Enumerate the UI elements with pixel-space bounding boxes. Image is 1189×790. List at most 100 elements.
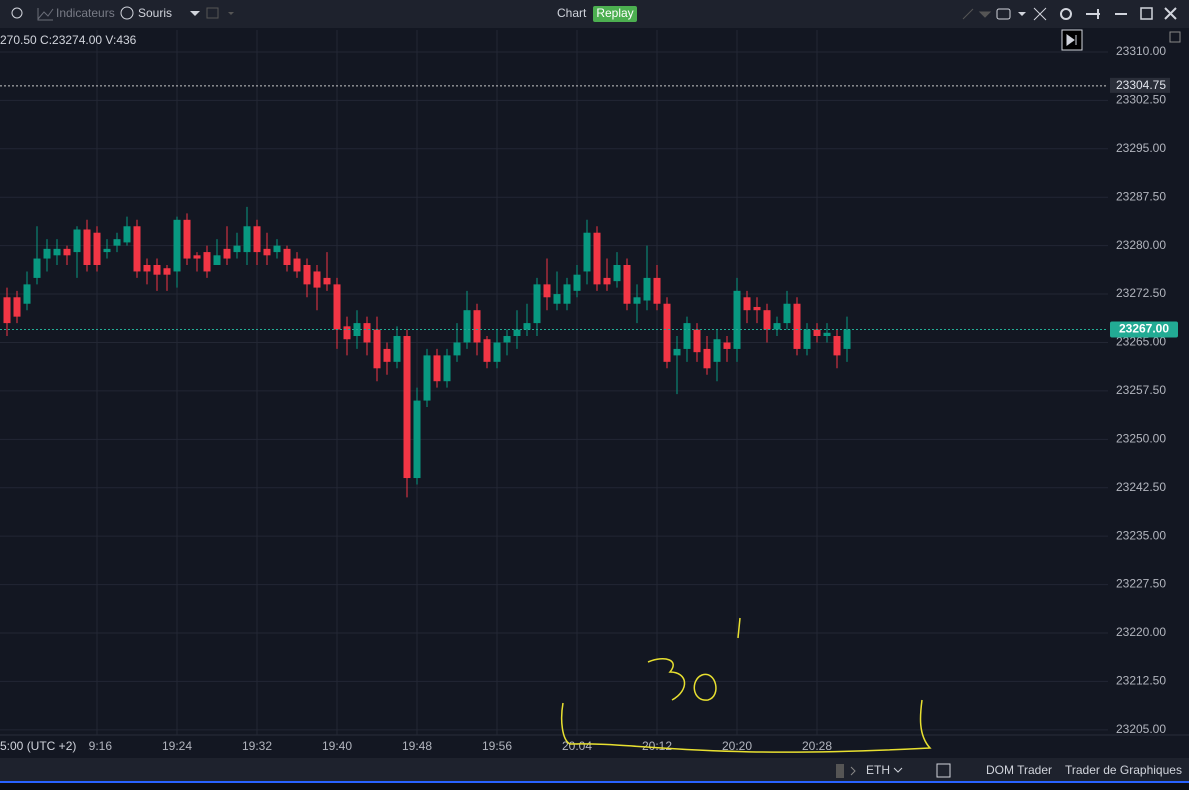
- chart-label: Chart: [557, 6, 587, 20]
- symbol-select[interactable]: ETH: [866, 763, 890, 777]
- candle-body: [113, 239, 121, 246]
- candle-body: [363, 323, 371, 343]
- candle-body: [653, 277, 661, 304]
- x-tick-label: 19:40: [322, 739, 352, 753]
- candle-body: [153, 265, 161, 275]
- candle-body: [193, 255, 201, 259]
- dropdown[interactable]: [1018, 12, 1026, 16]
- candle-body: [133, 226, 141, 272]
- candle-body: [743, 297, 751, 311]
- y-tick-label: 23212.50: [1116, 674, 1166, 688]
- candle-body: [43, 248, 51, 259]
- maximize[interactable]: [1140, 7, 1153, 20]
- y-tick-label: 23220.00: [1116, 625, 1166, 639]
- candle-body: [693, 329, 701, 353]
- dropdown[interactable]: [893, 767, 903, 773]
- x-tick-label: 19:24: [162, 739, 192, 753]
- settings-icon[interactable]: [1060, 8, 1072, 20]
- arrow[interactable]: [850, 766, 856, 776]
- frame: [0, 782, 1189, 790]
- candle-body: [793, 303, 801, 349]
- candle-body: [663, 303, 671, 362]
- candle-body: [803, 329, 811, 349]
- candle-body: [123, 226, 131, 243]
- zoom-icon[interactable]: [11, 7, 23, 19]
- camera-icon[interactable]: [996, 8, 1011, 20]
- candle-body: [493, 342, 501, 362]
- candle-body: [703, 348, 711, 369]
- candle-body: [603, 277, 611, 285]
- candle-body: [383, 348, 391, 362]
- candle-body: [753, 306, 761, 311]
- candle-body: [33, 258, 41, 278]
- price-axis-bg: [1108, 30, 1189, 735]
- candle-body: [633, 297, 641, 304]
- candle-body: [643, 277, 651, 301]
- candle-body: [553, 294, 561, 304]
- candle-body: [143, 265, 151, 272]
- calendar-icon[interactable]: [936, 763, 951, 778]
- candle-body: [583, 232, 591, 272]
- candle-body: [213, 255, 221, 265]
- candle-body: [173, 219, 181, 272]
- candle-body: [573, 274, 581, 291]
- close[interactable]: [1164, 7, 1177, 20]
- candle-body: [83, 229, 91, 265]
- candle-body: [73, 229, 81, 253]
- candle-body: [13, 297, 21, 317]
- candle-body: [673, 348, 681, 356]
- mouse-button[interactable]: Souris: [138, 6, 172, 20]
- layout-icon[interactable]: [206, 7, 219, 19]
- candle-body: [763, 310, 771, 330]
- candle-body: [53, 248, 61, 256]
- candle-body: [543, 284, 551, 298]
- pin-icon[interactable]: [1086, 9, 1100, 19]
- candle-body: [533, 284, 541, 324]
- candle-body: [443, 355, 451, 382]
- toolbar: Indicateurs Souris Chart Replay: [0, 0, 1189, 28]
- y-tick-label: 23235.00: [1116, 528, 1166, 542]
- dom-trader-tab[interactable]: DOM Trader: [986, 763, 1052, 777]
- candle-body: [223, 248, 231, 259]
- candle-body: [303, 265, 311, 285]
- y-tick-label: 23302.50: [1116, 93, 1166, 107]
- candle-body: [333, 284, 341, 330]
- candle-body: [683, 323, 691, 349]
- x-tick-label: 19:32: [242, 739, 272, 753]
- chart-trader-tab[interactable]: Trader de Graphiques: [1065, 763, 1182, 777]
- candle-body: [723, 342, 731, 349]
- fullscreen-icon[interactable]: [1033, 7, 1047, 21]
- candle-body: [773, 323, 781, 330]
- candle-body: [713, 339, 721, 362]
- ohlc-legend: 270.50 C:23274.00 V:436: [0, 33, 137, 47]
- candle-body: [183, 219, 191, 259]
- replay-label[interactable]: Replay: [596, 6, 633, 20]
- current-price-label: 23267.00: [1119, 322, 1169, 336]
- scroll-handle[interactable]: [836, 764, 844, 778]
- candle-body: [313, 271, 321, 288]
- x-tick-label: 19:56: [482, 739, 512, 753]
- bottom-bar: ETH DOM Trader Trader de Graphiques: [0, 758, 1189, 790]
- candle-body: [483, 339, 491, 362]
- scroll-icon: [1066, 34, 1077, 46]
- candle-body: [163, 268, 171, 275]
- y-tick-label: 23257.50: [1116, 383, 1166, 397]
- f-box[interactable]: [1169, 31, 1181, 43]
- dropdown[interactable]: [228, 12, 234, 15]
- y-tick-label: 23295.00: [1116, 141, 1166, 155]
- candle-body: [423, 355, 431, 401]
- current-price-tag: [1110, 321, 1178, 338]
- x-tick-label: 20:04: [562, 739, 592, 753]
- candle-body: [813, 329, 821, 337]
- indicators-button[interactable]: Indicateurs: [56, 6, 115, 20]
- sync-icon[interactable]: [962, 8, 992, 20]
- y-tick-label: 23287.50: [1116, 189, 1166, 203]
- indicator-icon[interactable]: [37, 8, 54, 21]
- candle-body: [93, 232, 101, 265]
- replay-badge[interactable]: [593, 6, 637, 22]
- dropdown[interactable]: [190, 11, 200, 16]
- mouse-icon[interactable]: [120, 6, 134, 20]
- handwriting: [560, 617, 932, 753]
